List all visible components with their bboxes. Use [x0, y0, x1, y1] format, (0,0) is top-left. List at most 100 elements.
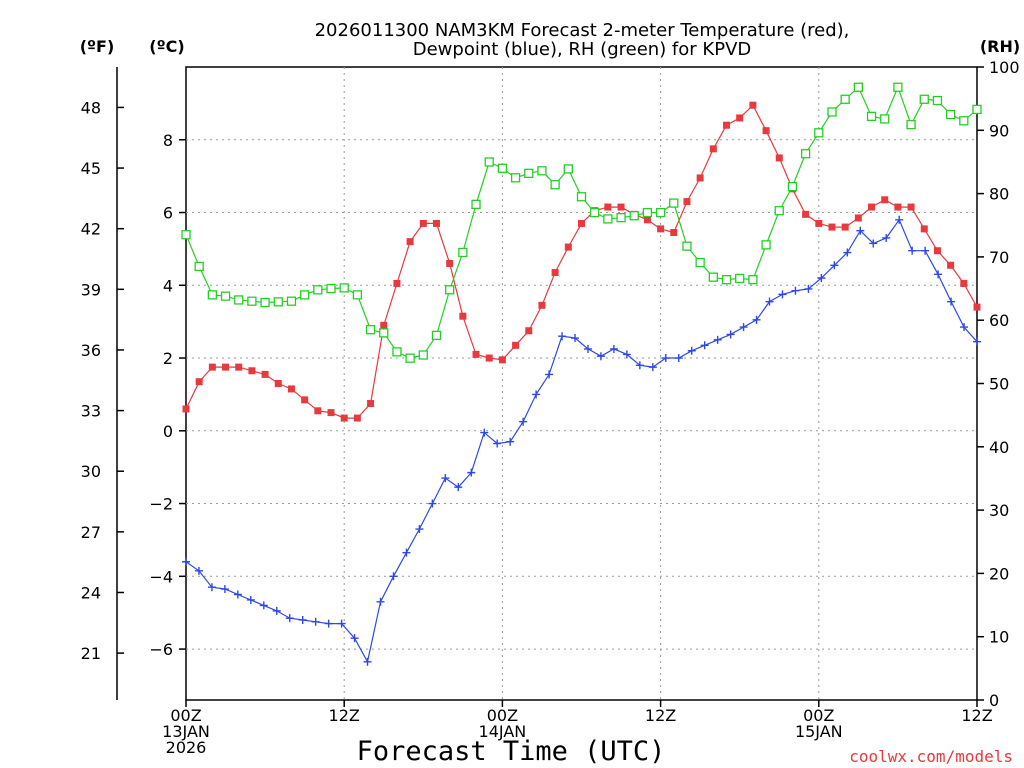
rh-point	[932, 95, 943, 106]
temperature-point	[446, 259, 454, 267]
rh-point	[220, 291, 231, 301]
fahrenheit-tick-label: 27	[81, 523, 101, 542]
temperature-point	[301, 396, 309, 404]
series-2-meter-temperature	[182, 101, 981, 422]
dewpoint-point	[363, 657, 372, 666]
dewpoint-point	[493, 439, 502, 448]
dewpoint-point	[207, 583, 216, 592]
rh-point	[326, 283, 336, 294]
dewpoint-point	[934, 270, 943, 279]
rh-point	[471, 199, 481, 210]
temperature-point	[235, 363, 243, 371]
x-axis-label: Forecast Time (UTC)	[357, 736, 666, 767]
dewpoint-point	[194, 566, 203, 575]
dewpoint-point	[791, 286, 800, 295]
dewpoint-point	[687, 346, 696, 355]
x-tick-label: 00Z	[487, 706, 518, 725]
temperature-point	[367, 400, 375, 408]
temperature-point	[419, 219, 427, 227]
rh-point	[524, 168, 534, 178]
temperature-point	[736, 114, 744, 122]
celsius-unit-label: (ºC)	[149, 37, 184, 56]
dewpoint-point	[532, 390, 541, 399]
rh-point	[576, 192, 587, 202]
temperature-point	[894, 203, 902, 211]
fahrenheit-tick-label: 36	[81, 341, 101, 360]
temperature-point	[274, 380, 282, 387]
celsius-tick-label: −6	[149, 640, 173, 659]
rh-point	[484, 157, 494, 167]
dewpoint-point	[506, 437, 515, 446]
dewpoint-point	[817, 274, 826, 282]
temperature-point	[208, 363, 216, 371]
rh-point	[827, 107, 837, 117]
dewpoint-point	[661, 354, 670, 363]
fahrenheit-tick-label: 21	[81, 644, 101, 663]
rh-point	[286, 296, 297, 306]
temperature-point	[380, 321, 388, 329]
temperature-point	[868, 203, 876, 211]
x-tick-label: 12Z	[961, 706, 992, 725]
fahrenheit-tick-label: 24	[81, 583, 101, 602]
chart-title-line1: 2026011300 NAM3KM Forecast 2-meter Tempe…	[315, 20, 850, 41]
credit-link[interactable]: coolwx.com/models	[849, 747, 1013, 766]
dewpoint-point	[298, 615, 307, 624]
dewpoint-point	[376, 597, 385, 606]
temperature-point	[538, 301, 546, 309]
x-tick-label: 00Z	[803, 706, 834, 725]
temperature-point	[643, 216, 651, 224]
fahrenheit-tick-label: 39	[81, 280, 101, 299]
dewpoint-point	[441, 474, 450, 483]
fahrenheit-tick-label: 42	[81, 220, 101, 239]
temperature-point	[907, 203, 915, 211]
rh-point	[392, 347, 402, 357]
dewpoint-point	[726, 330, 735, 339]
temperature-point	[287, 385, 295, 393]
rh-point	[840, 94, 850, 104]
dewpoint-point	[272, 606, 281, 615]
rh-point	[669, 198, 679, 208]
temperature-point	[670, 229, 678, 237]
dewpoint-point	[246, 595, 255, 604]
rh-point	[695, 257, 705, 268]
fahrenheit-tick-label: 33	[81, 402, 101, 421]
temperature-point	[261, 370, 269, 378]
x-tick-label: 13JAN	[162, 722, 210, 741]
rh-point	[959, 116, 969, 126]
dewpoint-point	[713, 335, 722, 344]
rh-point	[445, 285, 455, 295]
rh-tick-label: 80	[989, 185, 1009, 204]
temperature-point	[393, 279, 401, 287]
rh-point	[418, 350, 428, 360]
rh-point	[748, 275, 758, 285]
dewpoint-point	[752, 315, 761, 324]
dewpoint-point	[311, 617, 320, 626]
temperature-point	[432, 219, 440, 227]
dewpoint-point	[830, 261, 839, 270]
rh-point	[800, 149, 811, 159]
rh-tick-label: 50	[989, 375, 1009, 394]
temperature-point	[775, 154, 783, 162]
rh-tick-label: 0	[989, 691, 999, 710]
rh-point	[497, 163, 508, 173]
celsius-tick-label: −2	[149, 495, 173, 514]
temperature-point	[841, 223, 849, 231]
temperature-point	[353, 414, 361, 422]
dewpoint-point	[428, 499, 437, 508]
dewpoint-point	[480, 428, 489, 437]
rh-point	[563, 164, 573, 174]
temperature-point	[683, 198, 691, 206]
temperature-point	[327, 409, 335, 417]
rh-tick-label: 90	[989, 121, 1009, 140]
temperature-point	[195, 378, 203, 386]
temperature-point	[696, 174, 704, 182]
dewpoint-point	[700, 341, 709, 350]
rh-point	[787, 181, 798, 192]
temperature-point	[498, 356, 506, 364]
dewpoint-point	[558, 332, 567, 341]
rh-point	[510, 173, 521, 183]
celsius-tick-label: 6	[163, 204, 173, 223]
rh-point	[906, 119, 916, 130]
rh-point	[273, 297, 283, 307]
